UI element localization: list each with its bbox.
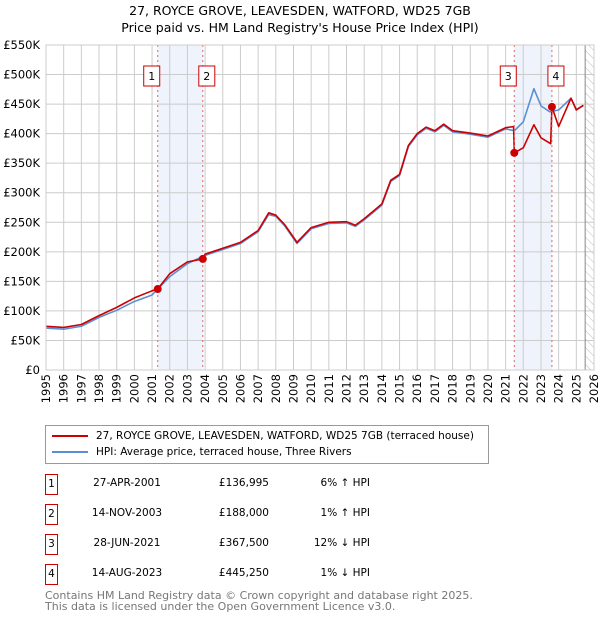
plot-frame — [45, 44, 595, 371]
sale-shaded-range — [514, 45, 552, 370]
x-tick-label: 2023 — [534, 374, 548, 403]
sale-date: 14-AUG-2023 — [91, 567, 163, 579]
x-tick-label: 1995 — [39, 374, 53, 403]
legend-item-hpi: HPI: Average price, terraced house, Thre… — [52, 446, 352, 458]
y-tick-label: £400K — [3, 127, 40, 141]
legend-item-property: 27, ROYCE GROVE, LEAVESDEN, WATFORD, WD2… — [52, 430, 474, 442]
sale-date: 14-NOV-2003 — [91, 507, 163, 519]
y-tick-label: £100K — [3, 304, 40, 318]
legend-swatch-blue — [52, 451, 88, 453]
sale-date: 28-JUN-2021 — [93, 537, 161, 549]
y-tick-label: £0 — [25, 363, 40, 377]
sale-point — [510, 148, 519, 157]
x-tick-label: 2014 — [375, 374, 389, 403]
x-tick-label: 1998 — [92, 374, 106, 403]
x-tick-label: 2007 — [251, 374, 265, 403]
legend-swatch-red — [52, 435, 88, 437]
hpi-diff: 6% ↑ HPI — [320, 477, 370, 489]
sale-marker-box — [198, 65, 216, 87]
x-tick-label: 2003 — [180, 374, 194, 403]
sale-marker-label: 1 — [148, 70, 155, 83]
x-tick-label: 2019 — [463, 374, 477, 403]
x-tick-label: 2022 — [516, 374, 530, 403]
subtitle-line: Price paid vs. HM Land Registry's House … — [121, 20, 479, 35]
y-tick-label: £250K — [3, 215, 40, 229]
x-tick-label: 2015 — [393, 374, 407, 403]
series-line — [45, 97, 584, 329]
y-tick-label: £200K — [3, 245, 40, 259]
transaction-row: 4 14-AUG-2023 £445,250 1% ↓ HPI — [45, 564, 445, 585]
chart-title: 27, ROYCE GROVE, LEAVESDEN, WATFORD, WD2… — [0, 2, 600, 36]
sale-marker-box — [143, 65, 161, 87]
x-tick-label: 2008 — [269, 374, 283, 403]
y-tick-label: £350K — [3, 156, 40, 170]
footer-line1: Contains HM Land Registry data © Crown c… — [45, 589, 473, 602]
marker-number: 1 — [45, 474, 58, 495]
x-tick-label: 2025 — [569, 374, 583, 403]
x-tick-label: 1996 — [57, 374, 71, 403]
transaction-row: 2 14-NOV-2003 £188,000 1% ↑ HPI — [45, 504, 445, 525]
x-tick-label: 1997 — [74, 374, 88, 403]
y-tick-label: £500K — [3, 68, 40, 82]
sale-point — [547, 102, 556, 111]
y-tick-label: £550K — [3, 38, 40, 52]
x-tick-label: 2000 — [127, 374, 141, 403]
sale-shaded-range — [157, 45, 203, 370]
x-tick-label: 2021 — [499, 374, 513, 403]
y-tick-label: £450K — [3, 97, 40, 111]
x-tick-label: 2001 — [145, 374, 159, 403]
marker-number: 4 — [45, 564, 58, 585]
series-line — [45, 87, 584, 331]
sale-price: £367,500 — [218, 537, 269, 549]
hpi-diff: 12% ↓ HPI — [313, 537, 370, 549]
x-tick-label: 2011 — [322, 374, 336, 403]
transaction-row: 3 28-JUN-2021 £367,500 12% ↓ HPI — [45, 534, 445, 555]
sale-marker-label: 2 — [203, 70, 210, 83]
x-tick-label: 2024 — [552, 374, 566, 403]
x-tick-label: 2009 — [286, 374, 300, 403]
transaction-row: 1 27-APR-2001 £136,995 6% ↑ HPI — [45, 474, 445, 495]
sale-marker-box — [547, 65, 565, 87]
y-tick-label: £50K — [11, 333, 41, 347]
footer: Contains HM Land Registry data © Crown c… — [45, 590, 473, 612]
sale-marker-label: 4 — [552, 70, 559, 83]
x-tick-label: 2010 — [304, 374, 318, 403]
x-tick-label: 2002 — [163, 374, 177, 403]
sale-marker-box — [499, 65, 517, 87]
x-tick-label: 2006 — [233, 374, 247, 403]
marker-number: 2 — [45, 504, 58, 525]
footer-line2: This data is licensed under the Open Gov… — [45, 600, 396, 613]
x-tick-label: 2012 — [340, 374, 354, 403]
x-tick-label: 2004 — [198, 374, 212, 403]
marker-number: 3 — [45, 534, 58, 555]
price-chart: 1995 1996 1997 1998 1999 2000 2001 2002 2003 2004… — [3, 38, 600, 403]
sale-marker-label: 3 — [505, 70, 512, 83]
legend-label: 27, ROYCE GROVE, LEAVESDEN, WATFORD, WD2… — [96, 430, 474, 442]
x-tick-label: 2018 — [446, 374, 460, 403]
x-tick-label: 2020 — [481, 374, 495, 403]
x-tick-label: 2026 — [587, 374, 600, 403]
x-tick-label: 2005 — [216, 374, 230, 403]
sale-point — [153, 285, 162, 294]
hpi-diff: 1% ↑ HPI — [320, 507, 370, 519]
sale-price: £445,250 — [218, 567, 269, 579]
y-tick-label: £300K — [3, 186, 40, 200]
forecast-hatch — [585, 45, 594, 370]
title-line: 27, ROYCE GROVE, LEAVESDEN, WATFORD, WD2… — [129, 3, 471, 18]
sale-date: 27-APR-2001 — [93, 477, 161, 489]
sale-price: £188,000 — [218, 507, 269, 519]
sale-price: £136,995 — [218, 477, 269, 489]
x-tick-label: 2013 — [357, 374, 371, 403]
x-tick-label: 2016 — [410, 374, 424, 403]
legend-label: HPI: Average price, terraced house, Thre… — [96, 446, 352, 458]
legend: 27, ROYCE GROVE, LEAVESDEN, WATFORD, WD2… — [45, 425, 489, 464]
x-tick-label: 1999 — [110, 374, 124, 403]
hpi-diff: 1% ↓ HPI — [320, 567, 370, 579]
x-tick-label: 2017 — [428, 374, 442, 403]
sale-point — [198, 254, 207, 263]
y-tick-label: £150K — [3, 274, 40, 288]
